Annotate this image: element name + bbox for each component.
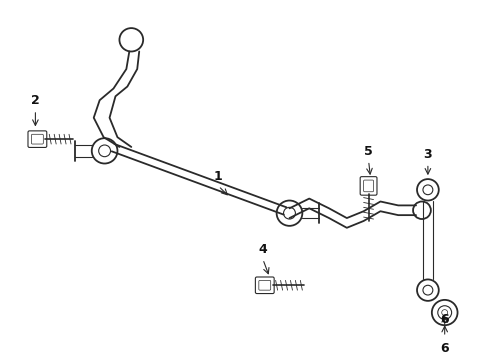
- Text: 2: 2: [31, 94, 40, 107]
- Text: 6: 6: [440, 313, 448, 326]
- Text: 4: 4: [258, 243, 266, 256]
- Text: 5: 5: [364, 145, 372, 158]
- FancyBboxPatch shape: [255, 277, 274, 293]
- Text: 6: 6: [440, 342, 448, 355]
- FancyBboxPatch shape: [360, 177, 376, 195]
- Text: 1: 1: [213, 170, 222, 183]
- FancyBboxPatch shape: [28, 131, 47, 148]
- Text: 3: 3: [423, 148, 431, 161]
